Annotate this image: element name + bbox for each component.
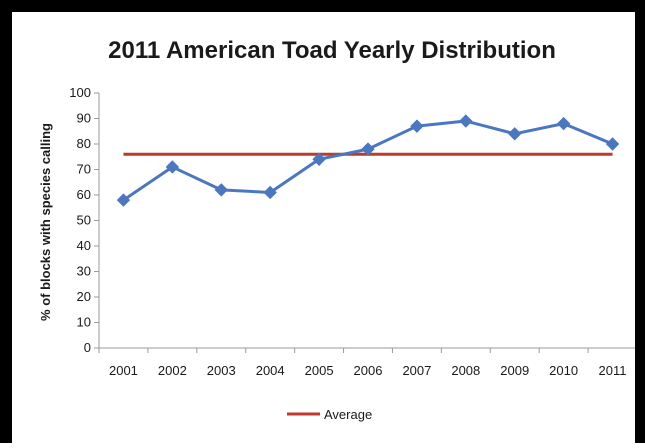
y-tick-labels: 0 10 20 30 40 50 60 70 80 90 100: [69, 85, 91, 355]
frame-border-top: [0, 0, 645, 12]
data-point-marker: [410, 119, 424, 133]
x-tick-label: 2009: [500, 363, 529, 378]
y-axis-label: % of blocks with species calling: [38, 123, 53, 321]
x-tick-labels: 2001 2002 2003 2004 2005 2006 2007 2008 2009 2010…: [109, 363, 627, 378]
legend-label-average: Average: [324, 407, 372, 422]
data-point-marker: [361, 142, 375, 156]
legend: Average: [287, 407, 372, 422]
y-tick-label: 60: [77, 187, 91, 202]
y-tick-label: 10: [77, 315, 91, 330]
data-point-marker: [116, 193, 131, 207]
data-point-marker: [263, 185, 277, 200]
y-tick-label: 50: [77, 213, 91, 228]
chart-title: 2011 American Toad Yearly Distribution: [108, 37, 556, 64]
x-tick-label: 2010: [549, 363, 578, 378]
data-point-marker: [556, 116, 571, 131]
y-tick-label: 100: [69, 85, 91, 100]
x-tick-label: 2011: [599, 363, 627, 378]
series-layer: [116, 114, 620, 207]
data-point-marker: [508, 127, 522, 141]
y-tick-label: 40: [77, 238, 91, 253]
x-tick-label: 2004: [256, 363, 285, 378]
y-tick-label: 70: [77, 162, 91, 177]
y-tick-label: 30: [77, 264, 91, 279]
x-tick-label: 2001: [109, 363, 138, 378]
x-tick-label: 2006: [354, 363, 383, 378]
x-tick-label: 2005: [305, 363, 334, 378]
x-tick-label: 2002: [158, 363, 187, 378]
y-tick-label: 20: [77, 289, 91, 304]
y-tick-label: 90: [77, 111, 91, 126]
y-tick-label: 0: [84, 340, 91, 355]
series-line-distribution: [122, 119, 614, 202]
x-tick-label: 2007: [402, 363, 431, 378]
x-tick-label: 2003: [207, 363, 236, 378]
data-point-marker: [312, 152, 326, 167]
data-point-marker: [214, 183, 228, 197]
axes: [94, 92, 638, 353]
data-point-marker: [459, 114, 473, 128]
data-point-marker: [165, 160, 180, 174]
frame-border-left: [0, 0, 12, 443]
data-point-marker: [605, 137, 620, 151]
y-tick-label: 80: [77, 136, 91, 151]
frame-border-right: [635, 0, 645, 443]
x-tick-label: 2008: [451, 363, 480, 378]
